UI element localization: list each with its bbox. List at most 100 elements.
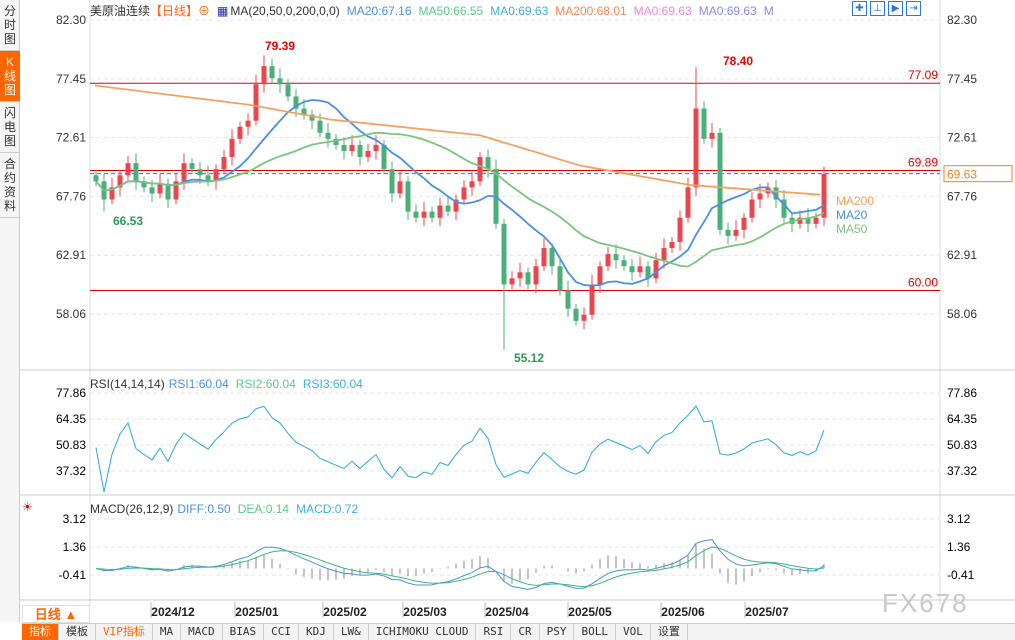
indicator-tab[interactable]: VOL — [616, 624, 651, 640]
candle-body — [205, 175, 211, 182]
candle-body — [549, 248, 555, 267]
candle-body — [733, 229, 739, 236]
candle-body — [93, 175, 99, 182]
candle-body — [197, 169, 203, 176]
candle-body — [253, 84, 259, 121]
rsi-line — [95, 405, 825, 493]
candle-body — [741, 217, 747, 230]
candle-body — [589, 284, 595, 315]
candle-body — [461, 187, 467, 200]
rsi-label-left: 37.32 — [56, 464, 86, 478]
candle-body — [157, 183, 163, 194]
ma-label: MA50 — [836, 222, 868, 236]
tab-kline[interactable]: K线图 — [0, 51, 20, 102]
crosshair-icon[interactable]: ✚ — [852, 1, 867, 16]
macd-label-right: 3.12 — [947, 512, 971, 526]
rsi-label-right: 50.83 — [947, 438, 977, 452]
candle-body — [485, 157, 491, 170]
indicator-tab[interactable]: PSY — [540, 624, 575, 640]
period-selector[interactable]: 日线 ▲ — [22, 605, 90, 623]
candle-body — [277, 78, 283, 85]
candle-body — [557, 266, 563, 291]
legend-value: MA20:67.16 — [346, 4, 412, 18]
macd-label-right: 1.36 — [947, 540, 971, 554]
tab-contract-info[interactable]: 合约资料 — [0, 153, 20, 218]
candle-body — [381, 144, 387, 170]
chart-tools: ✚ ⊥ ▶ ⇥ — [852, 1, 921, 16]
candle-body — [285, 84, 291, 97]
indicator-tab[interactable]: BOLL — [574, 624, 616, 640]
candle-body — [469, 181, 475, 188]
candle-body — [525, 272, 531, 285]
candle-body — [773, 187, 779, 200]
indicator-tab[interactable]: CR — [511, 624, 540, 640]
candle-body — [397, 181, 403, 194]
legend-value: MA0:69.63 — [490, 4, 549, 18]
candle-body — [333, 138, 339, 145]
time-label: 2025/06 — [661, 605, 705, 619]
price-label-left: 82.30 — [56, 13, 86, 27]
price-label-right: 72.61 — [947, 131, 977, 145]
candle-body — [517, 272, 523, 279]
price-label-right: 62.91 — [947, 248, 977, 262]
indicator-tab[interactable]: MACD — [181, 624, 223, 640]
legend-value: M — [763, 4, 774, 18]
indicator-tab[interactable]: KDJ — [299, 624, 334, 640]
candle-body — [341, 144, 347, 152]
indicator-tab[interactable]: LW& — [334, 624, 369, 640]
candle-body — [533, 266, 539, 285]
candle-body — [581, 314, 587, 321]
indicator-bar: 指标 模板 VIP指标 MA MACD BIAS CCI KDJ LW& ICHIMOKU CLO… — [22, 623, 1015, 640]
candle-body — [365, 151, 371, 158]
candle-body — [565, 290, 571, 309]
last-price-box — [943, 165, 1013, 183]
indicator-tab[interactable]: BIAS — [223, 624, 265, 640]
alert-icon[interactable]: ☀ — [22, 500, 33, 514]
tab-timeshare[interactable]: 分时图 — [0, 0, 20, 51]
candle-body — [781, 199, 787, 218]
indicator-tab[interactable]: VIP指标 — [96, 624, 153, 640]
price-label-left: 77.45 — [56, 72, 86, 86]
exit-icon[interactable]: ⇥ — [906, 1, 921, 16]
rsi-label-left: 77.86 — [56, 386, 86, 400]
indicator-tab[interactable]: 指标 — [22, 624, 59, 640]
price-label-right: 58.06 — [947, 307, 977, 321]
candle-body — [661, 248, 667, 261]
zoom-range-icon[interactable]: ⊥ — [870, 1, 885, 16]
macd-label-left: -0.41 — [59, 568, 87, 582]
price-annotation: 66.53 — [113, 214, 143, 228]
candle-body — [725, 229, 731, 236]
time-label: 2025/07 — [745, 605, 789, 619]
legend-value: RSI1:60.04 — [168, 377, 229, 391]
legend-value: MA200:68.01 — [555, 4, 627, 18]
time-label: 2025/02 — [323, 605, 367, 619]
price-label-left: 67.76 — [56, 189, 86, 203]
candle-body — [125, 163, 131, 176]
macd-legend: MACD(26,12,9) DIFF:0.50 DEA:0.14 MACD:0.72 — [90, 502, 372, 516]
rsi-legend: RSI(14,14,14) RSI1:60.04 RSI2:60.04 RSI3:60… — [90, 377, 377, 391]
candle-body — [453, 199, 459, 212]
candle-body — [509, 278, 515, 285]
candle-body — [573, 308, 579, 321]
rsi-label-right: 37.32 — [947, 464, 977, 478]
level-label: 60.00 — [908, 275, 938, 289]
candle-body — [429, 211, 435, 218]
candle-body — [437, 205, 443, 218]
dea-line — [95, 546, 825, 588]
watermark-logo: FX678 — [882, 588, 969, 618]
indicator-tab[interactable]: RSI — [476, 624, 512, 640]
legend-value: DIFF:0.50 — [177, 502, 231, 516]
price-annotation: 79.39 — [265, 39, 295, 53]
indicator-tab[interactable]: 设置 — [651, 624, 688, 640]
candle-body — [317, 120, 323, 133]
ma-params: MA(20,50,0,200,0,0) — [230, 4, 340, 18]
indicator-tab[interactable]: ICHIMOKU CLOUD — [369, 624, 477, 640]
settings-icon[interactable]: ⊕ — [198, 4, 211, 18]
indicator-tab[interactable]: 模板 — [59, 624, 96, 640]
instrument-name: 美原油连续 — [90, 4, 151, 18]
play-icon[interactable]: ▶ — [888, 1, 903, 16]
indicator-tab[interactable]: MA — [153, 624, 182, 640]
tab-flash[interactable]: 闪电图 — [0, 102, 20, 153]
indicator-tab[interactable]: CCI — [264, 624, 299, 640]
